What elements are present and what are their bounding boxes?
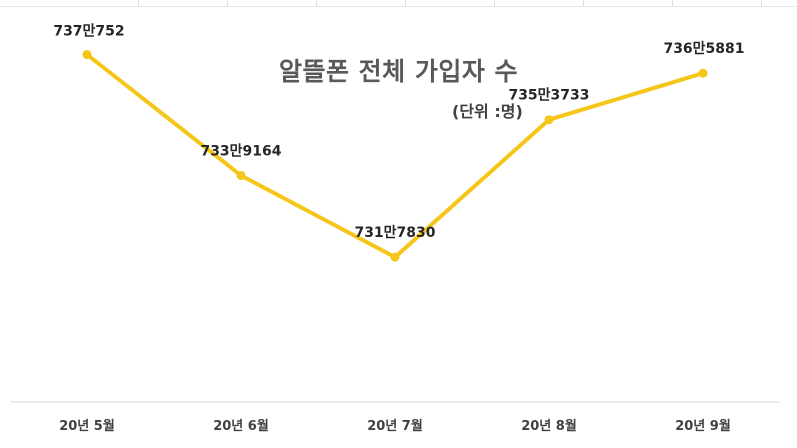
chart-title: 알뜰폰 전체 가입자 수 — [278, 57, 519, 86]
sheet-gridline-col — [405, 0, 406, 6]
sheet-gridline-top — [0, 0, 797, 7]
data-point — [236, 170, 246, 180]
data-point — [698, 68, 708, 78]
data-label: 737만752 — [53, 24, 124, 40]
data-point — [82, 50, 92, 60]
x-tick-label: 20년 9월 — [675, 418, 731, 434]
data-label: 731만7830 — [354, 225, 435, 241]
data-point — [544, 115, 554, 125]
data-label: 733만9164 — [200, 143, 281, 159]
data-label: 735만3733 — [508, 88, 589, 104]
x-tick-label: 20년 7월 — [367, 418, 423, 434]
sheet-gridline-col — [494, 0, 495, 6]
sheet-gridline-col — [316, 0, 317, 6]
sheet-gridline-col — [583, 0, 584, 6]
sheet-gridline-col — [227, 0, 228, 6]
data-point — [390, 252, 400, 262]
sheet-gridline-col — [672, 0, 673, 6]
data-label: 736만5881 — [663, 41, 744, 57]
x-tick-label: 20년 6월 — [213, 418, 269, 434]
x-tick-label: 20년 5월 — [59, 418, 115, 434]
x-tick-label: 20년 8월 — [521, 418, 577, 434]
sheet-gridline-col — [138, 0, 139, 6]
chart-unit-subtitle: (단위 :명) — [452, 102, 523, 121]
sheet-gridline-col — [761, 0, 762, 6]
